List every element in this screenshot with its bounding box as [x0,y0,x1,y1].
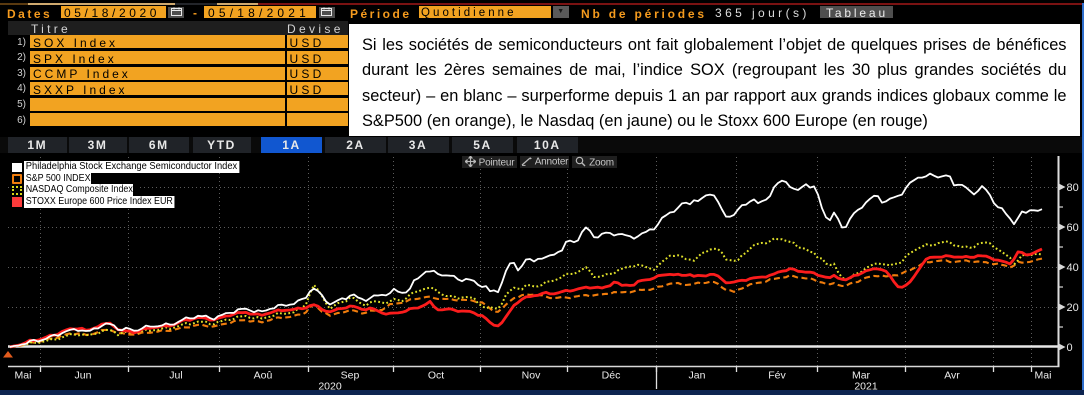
svg-text:Mar: Mar [852,370,871,382]
svg-text:80: 80 [1067,182,1079,194]
svg-text:40: 40 [1067,262,1079,274]
svg-text:Aoû: Aoû [254,370,273,382]
svg-text:Fév: Fév [768,370,786,382]
svg-text:0: 0 [1067,342,1073,354]
svg-text:Jan: Jan [689,370,706,382]
svg-text:Déc: Déc [602,370,621,382]
svg-text:Mai: Mai [15,370,32,382]
svg-text:Jul: Jul [169,370,182,382]
svg-text:60: 60 [1067,222,1079,234]
svg-text:Mai: Mai [1035,370,1052,382]
svg-text:Jun: Jun [75,370,92,382]
svg-text:Avr: Avr [944,370,960,382]
svg-text:Sep: Sep [341,370,360,382]
svg-text:Oct: Oct [428,370,444,382]
svg-text:Nov: Nov [522,370,541,382]
svg-text:20: 20 [1067,302,1079,314]
